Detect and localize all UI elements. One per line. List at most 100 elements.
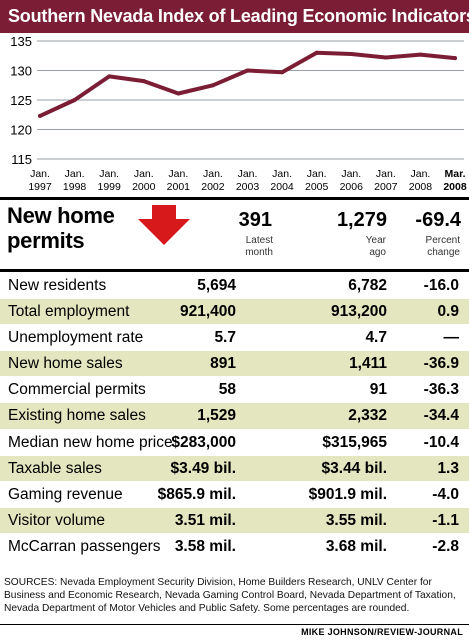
row-percent-change: — xyxy=(443,329,460,347)
row-year-ago-value: 1,411 xyxy=(349,355,387,373)
table-row: New residents 5,694 6,782 -16.0 xyxy=(0,272,469,298)
row-year-ago-value: $315,965 xyxy=(322,433,387,451)
row-label: New residents xyxy=(8,277,107,294)
ago-label-line2: ago xyxy=(369,247,386,258)
table-row: Taxable sales $3.49 bil. $3.44 bil. 1.3 xyxy=(0,454,469,481)
row-percent-change: -4.0 xyxy=(432,485,459,503)
row-percent-change: -36.9 xyxy=(423,355,459,373)
x-tick-label-month: Jan. xyxy=(272,168,292,180)
row-latest-value: $3.49 bil. xyxy=(170,459,236,477)
permits-pct: -69.4 xyxy=(415,209,461,231)
x-tick-label-year: 2008 xyxy=(443,181,467,193)
latest-label-line2: month xyxy=(245,247,273,258)
row-percent-change: -34.4 xyxy=(423,407,459,425)
x-tick-label-month: Jan. xyxy=(238,168,258,180)
table-row: Existing home sales 1,529 2,332 -34.4 xyxy=(0,402,469,429)
row-latest-value: $283,000 xyxy=(171,433,236,451)
x-tick-label-year: 1997 xyxy=(28,181,52,193)
table-row: Median new home price $283,000 $315,965 -10… xyxy=(0,428,469,455)
row-latest-value: 5.7 xyxy=(214,329,236,347)
row-label: New home sales xyxy=(8,355,123,373)
x-tick-label-year: 2004 xyxy=(270,181,294,193)
table-row: New home sales 891 1,411 -36.9 xyxy=(0,350,469,377)
ago-label-line1: Year xyxy=(365,235,386,246)
row-year-ago-value: 6,782 xyxy=(348,277,387,294)
x-tick-label-year: 2001 xyxy=(167,181,191,193)
data-point xyxy=(349,51,354,56)
credit-rule xyxy=(0,624,469,625)
table-row: Visitor volume 3.51 mil. 3.55 mil. -1.1 xyxy=(0,506,469,533)
x-tick-label-year: 2006 xyxy=(340,181,364,193)
data-point xyxy=(383,55,388,60)
x-tick-label-year: 2000 xyxy=(132,181,156,193)
row-year-ago-value: $3.44 bil. xyxy=(321,459,387,477)
series-line xyxy=(38,50,457,118)
x-tick-label-month: Jan. xyxy=(410,168,430,180)
latest-label-line1: Latest xyxy=(245,235,273,246)
row-label: Visitor volume xyxy=(8,511,106,529)
data-point xyxy=(453,56,457,61)
data-point xyxy=(176,91,181,96)
x-tick-label-year: 2002 xyxy=(201,181,225,193)
credit-line: MIKE JOHNSON/REVIEW-JOURNAL xyxy=(301,627,463,637)
new-home-permits: New home permits 391 1,279 -69.4 Latest … xyxy=(0,199,469,268)
permits-year-ago: 1,279 xyxy=(336,209,387,231)
row-label: Commercial permits xyxy=(8,381,146,399)
row-percent-change: -16.0 xyxy=(423,277,459,294)
y-tick-label: 135 xyxy=(10,34,32,49)
row-percent-change: 0.9 xyxy=(437,303,459,321)
x-tick-label-month: Jan. xyxy=(99,168,119,180)
x-tick-label-month: Jan. xyxy=(168,168,188,180)
table-row: Unemployment rate 5.7 4.7 — xyxy=(0,324,469,350)
x-tick-label-month: Jan. xyxy=(341,168,361,180)
x-tick-label-year: 1999 xyxy=(97,181,121,193)
table-row: Total employment 921,400 913,200 0.9 xyxy=(0,298,469,325)
row-percent-change: -10.4 xyxy=(423,433,459,451)
percent-change-label: Percent change xyxy=(426,235,460,259)
y-tick-label: 130 xyxy=(10,64,32,79)
data-point xyxy=(141,79,146,84)
row-label: Total employment xyxy=(8,303,130,321)
x-tick-label-year: 1998 xyxy=(63,181,87,193)
row-year-ago-value: 91 xyxy=(369,381,387,399)
data-point xyxy=(38,113,42,118)
x-tick-label-year: 2003 xyxy=(236,181,260,193)
row-percent-change: -2.8 xyxy=(432,537,459,555)
row-latest-value: $865.9 mil. xyxy=(157,485,236,503)
row-year-ago-value: 3.68 mil. xyxy=(325,537,387,555)
row-latest-value: 1,529 xyxy=(197,407,236,425)
row-year-ago-value: 3.55 mil. xyxy=(325,511,387,529)
row-latest-value: 891 xyxy=(210,355,236,373)
x-tick-label-month: Jan. xyxy=(65,168,85,180)
line-chart: 115 120 125 130 135 Jan. 1997 Jan. 1998 Jan. 1999 J… xyxy=(0,33,469,197)
x-tick-label-month: Jan. xyxy=(307,168,327,180)
y-tick-label: 120 xyxy=(10,123,32,138)
indicators-table: New residents 5,694 6,782 -16.0 Total employ… xyxy=(0,272,469,559)
chart-divider xyxy=(0,197,469,200)
data-point xyxy=(418,52,423,57)
data-point xyxy=(107,74,112,79)
data-point xyxy=(210,83,215,88)
row-percent-change: -36.3 xyxy=(423,381,459,399)
row-label: Gaming revenue xyxy=(8,485,123,503)
y-tick-label: 125 xyxy=(10,93,32,108)
x-tick-label-month: Jan. xyxy=(134,168,154,180)
row-latest-value: 3.58 mil. xyxy=(174,537,236,555)
latest-month-label: Latest month xyxy=(245,235,273,259)
x-tick-label-year: 2008 xyxy=(409,181,433,193)
permits-latest: 391 xyxy=(238,209,272,231)
row-label: Existing home sales xyxy=(8,407,146,425)
x-tick-label-month: Jan. xyxy=(376,168,396,180)
row-latest-value: 5,694 xyxy=(197,277,236,294)
chart-svg: 115120125130135Jan.1997Jan.1998Jan.1999J… xyxy=(10,34,467,193)
chart-title: Southern Nevada Index of Leading Economi… xyxy=(0,0,469,33)
pct-label-line2: change xyxy=(427,247,460,258)
table-row: Gaming revenue $865.9 mil. $901.9 mil. -4.0 xyxy=(0,480,469,507)
row-year-ago-value: 2,332 xyxy=(348,407,387,425)
row-percent-change: 1.3 xyxy=(437,459,459,477)
row-label: McCarran passengers xyxy=(8,537,161,555)
row-latest-value: 58 xyxy=(218,381,236,399)
table-row: Commercial permits 58 91 -36.3 xyxy=(0,376,469,402)
row-year-ago-value: $901.9 mil. xyxy=(308,485,387,503)
